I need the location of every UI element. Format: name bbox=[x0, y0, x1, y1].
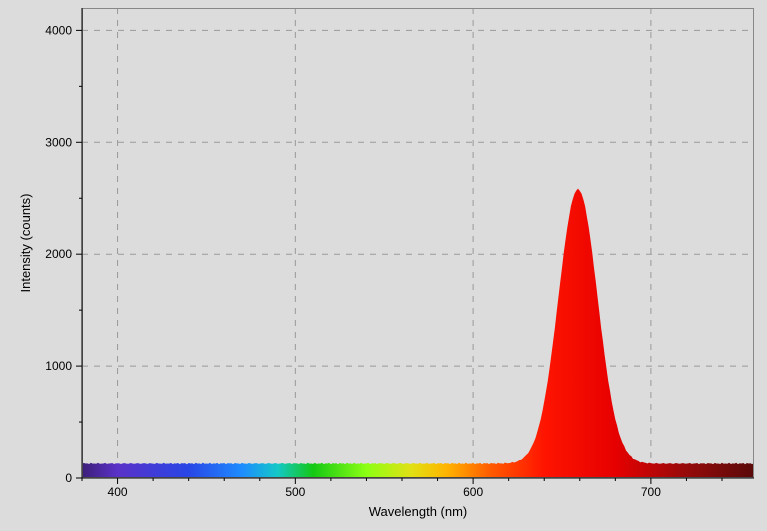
x-axis-label: Wavelength (nm) bbox=[369, 504, 468, 519]
y-axis-label: Intensity (counts) bbox=[18, 194, 33, 293]
x-tick-label: 700 bbox=[641, 485, 661, 499]
x-tick-label: 500 bbox=[285, 485, 305, 499]
y-tick-label: 2000 bbox=[45, 247, 72, 261]
y-tick-label: 3000 bbox=[45, 135, 72, 149]
y-tick-label: 1000 bbox=[45, 359, 72, 373]
spectrum-chart: 0 1000 2000 3000 4000 400 500 600 700 Wavelength … bbox=[0, 0, 767, 531]
x-tick-label: 600 bbox=[463, 485, 483, 499]
y-tick-label: 0 bbox=[65, 471, 72, 485]
spectrum-area bbox=[82, 189, 754, 478]
chart-svg: 0 1000 2000 3000 4000 400 500 600 700 Wavelength … bbox=[0, 0, 767, 531]
x-tick-label: 400 bbox=[108, 485, 128, 499]
y-tick-label: 4000 bbox=[45, 23, 72, 37]
